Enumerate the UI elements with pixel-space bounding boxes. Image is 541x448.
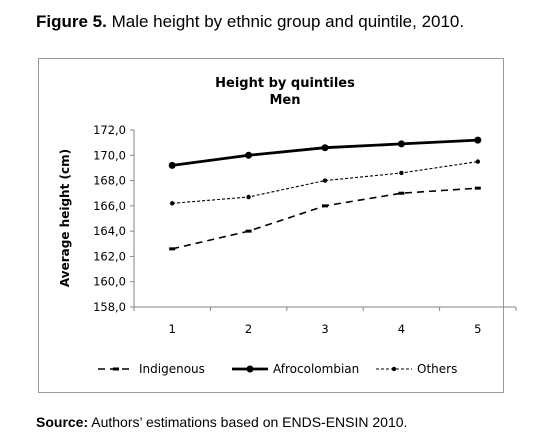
- legend: Indigenous Afrocolombian Others: [98, 362, 457, 376]
- y-tick-label: 158,0: [93, 300, 126, 314]
- data-point-indigenous: [169, 247, 176, 251]
- chart-title: Height by quintiles: [215, 76, 355, 91]
- data-point-others: [246, 194, 251, 200]
- y-tick-label: 164,0: [93, 224, 126, 238]
- series-group: [168, 136, 482, 251]
- series-line-afrocolombian: [172, 138, 478, 167]
- data-point-indigenous: [245, 229, 252, 233]
- y-tick-label: 168,0: [93, 174, 126, 188]
- source-label: Source:: [36, 414, 89, 430]
- legend-label-others: Others: [417, 362, 457, 376]
- figure-caption: Figure 5. Male height by ethnic group an…: [36, 12, 464, 32]
- series-line-others: [172, 161, 478, 204]
- data-point-afrocolombian: [168, 161, 176, 169]
- data-point-afrocolombian: [321, 144, 329, 152]
- legend-marker-afrocolombian: [246, 365, 254, 373]
- x-tick-label: 2: [245, 322, 252, 336]
- data-point-indigenous: [474, 186, 481, 190]
- y-ticks: 158,0 160,0 162,0 164,0 166,0 168,0 170,0 172,0: [93, 123, 134, 314]
- data-point-others: [475, 159, 480, 164]
- data-point-indigenous: [322, 204, 328, 208]
- figure-caption-text: Male height by ethnic group and quintile…: [106, 12, 465, 31]
- data-point-afrocolombian: [397, 140, 405, 148]
- y-tick-label: 170,0: [93, 148, 126, 162]
- y-tick-label: 172,0: [93, 123, 126, 137]
- y-tick-label: 160,0: [93, 275, 126, 289]
- legend-label-afrocolombian: Afrocolombian: [273, 362, 359, 376]
- data-point-indigenous: [398, 191, 405, 195]
- legend-marker-others: [391, 366, 397, 372]
- x-tick-label: 5: [474, 322, 481, 336]
- legend-marker-indigenous: [113, 367, 119, 371]
- data-point-others: [322, 178, 328, 183]
- x-tick-label: 1: [169, 322, 176, 336]
- data-point-others: [399, 170, 404, 176]
- data-point-afrocolombian: [245, 151, 253, 159]
- y-tick-label: 162,0: [93, 249, 126, 263]
- x-tick-label: 3: [321, 322, 328, 336]
- y-tick-label: 166,0: [93, 199, 126, 213]
- source-note: Source: Authors’ estimations based on EN…: [36, 414, 407, 430]
- chart-frame: [38, 58, 504, 393]
- x-tick-label: 4: [398, 322, 405, 336]
- x-ticks: 1 2 3 4 5: [133, 307, 517, 336]
- legend-label-indigenous: Indigenous: [139, 362, 205, 376]
- figure-label: Figure 5.: [36, 12, 107, 31]
- series-line-indigenous: [172, 187, 478, 250]
- data-point-afrocolombian: [474, 136, 482, 144]
- chart-subtitle: Men: [269, 93, 300, 108]
- source-text: Authors’ estimations based on ENDS-ENSIN…: [88, 414, 408, 430]
- data-point-others: [170, 201, 175, 206]
- y-axis-label: Average height (cm): [58, 149, 72, 287]
